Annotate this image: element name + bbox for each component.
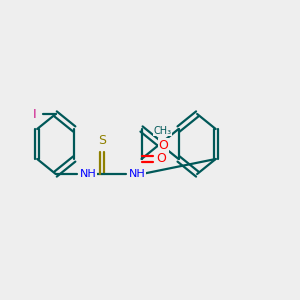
Text: NH: NH: [80, 169, 96, 179]
Text: CH₃: CH₃: [153, 125, 171, 136]
Text: I: I: [33, 107, 37, 121]
Text: O: O: [158, 139, 168, 152]
Text: O: O: [156, 152, 166, 166]
Text: NH: NH: [129, 169, 146, 179]
Text: S: S: [98, 134, 106, 148]
